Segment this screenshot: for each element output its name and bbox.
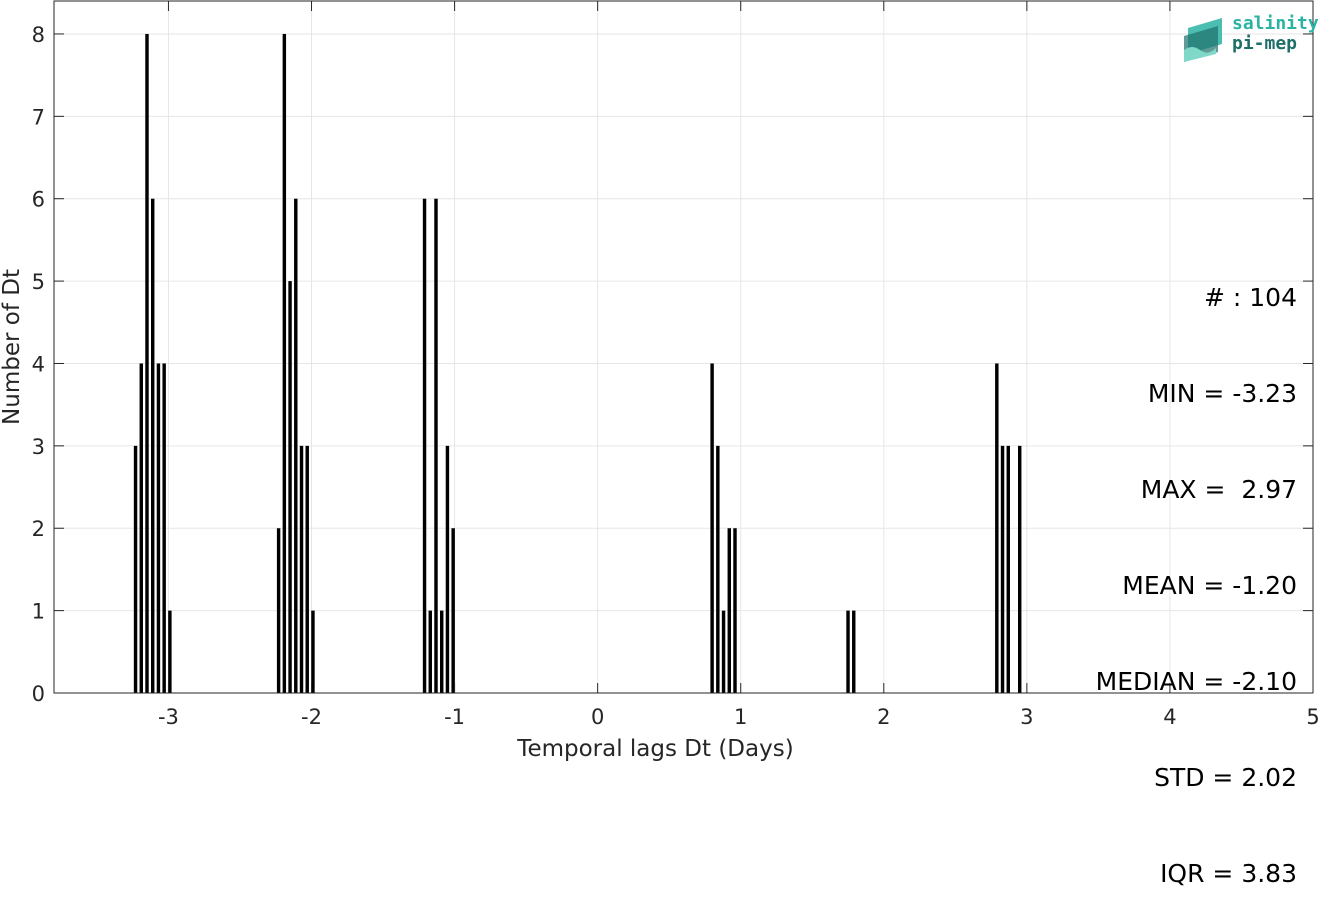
histogram-bar <box>1017 445 1022 693</box>
y-tick-label: 7 <box>32 105 45 129</box>
histogram-bar <box>852 610 856 693</box>
histogram-bar <box>288 281 292 693</box>
histogram-bar <box>434 198 438 693</box>
histogram-bar <box>294 198 298 693</box>
histogram-bar <box>282 33 287 693</box>
stat-max: MAX = 2.97 <box>1140 475 1297 504</box>
histogram-bar <box>439 610 444 693</box>
x-tick-label: -1 <box>444 705 465 729</box>
histogram-bar <box>451 528 455 693</box>
x-tick-label: 4 <box>1163 705 1176 729</box>
histogram-bar <box>1006 445 1010 693</box>
axes-box <box>53 0 1314 694</box>
x-tick-label: -3 <box>158 705 179 729</box>
histogram-bar <box>305 445 309 693</box>
x-tick-label: 1 <box>734 705 747 729</box>
histogram-bar <box>733 528 737 693</box>
x-tick-labels: -3 -2 -1 0 1 2 3 4 5 <box>158 705 1319 729</box>
stat-std: STD = 2.02 <box>1154 763 1297 792</box>
histogram-bar <box>139 363 143 693</box>
statistics-box: # : 104 MIN = -3.23 MAX = 2.97 MEAN = -1… <box>1096 218 1297 922</box>
histogram-bar <box>276 528 281 693</box>
y-tick-label: 6 <box>32 188 45 212</box>
histogram-bar <box>710 363 714 693</box>
stat-iqr: IQR = 3.83 <box>1160 859 1297 888</box>
y-tick-label: 5 <box>32 270 45 294</box>
histogram-bar <box>995 363 999 693</box>
logo-line-1: salinity <box>1232 13 1319 34</box>
y-tick-label: 0 <box>32 682 45 706</box>
x-tick-label: 5 <box>1306 705 1319 729</box>
stat-mean: MEAN = -1.20 <box>1122 571 1297 600</box>
histogram-bar <box>428 610 432 693</box>
histogram-bar <box>168 610 172 693</box>
histogram-chart: -3 -2 -1 0 1 2 3 4 5 0 1 2 3 4 5 6 7 8 Temporal lags Dt … <box>0 0 1319 762</box>
x-tick-label: 0 <box>591 705 604 729</box>
histogram-bar <box>445 445 450 693</box>
histogram-bar <box>162 363 166 693</box>
histogram-bar <box>299 445 304 693</box>
histogram-bar <box>145 33 149 693</box>
logo-waves-icon <box>1184 18 1222 62</box>
logo-line-2: pi-mep <box>1232 33 1298 54</box>
histogram-bar <box>311 610 315 693</box>
histogram-bar <box>156 363 161 693</box>
salinity-pimep-logo: salinity pi-mep <box>1182 14 1319 64</box>
histogram-bar <box>716 445 720 693</box>
y-tick-label: 1 <box>32 600 45 624</box>
x-tick-label: -2 <box>301 705 322 729</box>
histogram-bar <box>727 528 731 693</box>
histogram-bar <box>1000 445 1005 693</box>
histogram-bar <box>846 610 850 693</box>
histogram-bar <box>721 610 726 693</box>
plot-frame <box>53 0 1314 694</box>
y-tick-labels: 0 1 2 3 4 5 6 7 8 <box>32 23 45 706</box>
y-axis-title: Number of Dt <box>0 269 25 425</box>
stat-median: MEDIAN = -2.10 <box>1095 667 1297 696</box>
histogram-bar <box>422 198 427 693</box>
x-axis-title: Temporal lags Dt (Days) <box>516 736 793 762</box>
y-tick-label: 2 <box>32 517 45 541</box>
histogram-bar <box>133 445 138 693</box>
y-tick-label: 3 <box>32 435 45 459</box>
bars-group <box>133 33 1022 693</box>
y-tick-label: 8 <box>32 23 45 47</box>
x-tick-label: 2 <box>877 705 890 729</box>
histogram-bar <box>151 198 155 693</box>
y-tick-label: 4 <box>32 352 45 376</box>
grid-lines <box>54 1 1314 694</box>
stat-count: # : 104 <box>1204 283 1297 312</box>
x-tick-label: 3 <box>1020 705 1033 729</box>
stat-min: MIN = -3.23 <box>1147 379 1297 408</box>
